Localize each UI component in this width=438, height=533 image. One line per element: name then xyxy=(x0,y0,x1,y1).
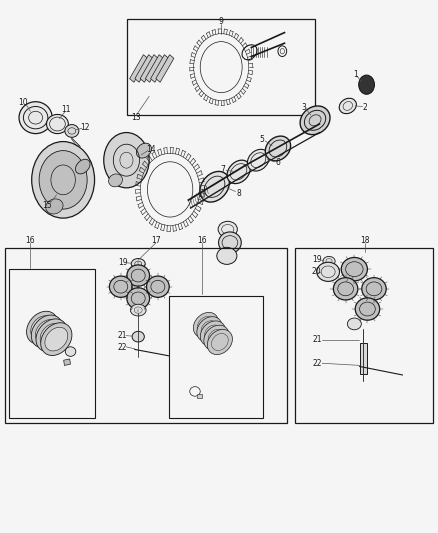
Bar xyxy=(197,394,201,398)
Ellipse shape xyxy=(31,315,63,348)
Text: 21: 21 xyxy=(117,331,127,340)
Ellipse shape xyxy=(31,316,53,340)
Ellipse shape xyxy=(147,276,169,297)
Ellipse shape xyxy=(362,278,386,300)
Ellipse shape xyxy=(347,318,361,330)
Text: 15: 15 xyxy=(42,201,51,210)
Ellipse shape xyxy=(219,232,241,253)
Text: 6: 6 xyxy=(276,158,280,167)
Text: 7: 7 xyxy=(220,165,225,174)
Bar xyxy=(360,343,367,374)
Text: 21: 21 xyxy=(312,335,322,344)
Text: 5: 5 xyxy=(259,135,264,144)
Circle shape xyxy=(32,142,95,218)
Ellipse shape xyxy=(46,115,68,134)
Ellipse shape xyxy=(341,257,367,281)
Ellipse shape xyxy=(200,172,230,202)
Ellipse shape xyxy=(45,327,68,351)
Text: 3: 3 xyxy=(302,102,307,111)
Ellipse shape xyxy=(65,125,79,138)
Text: 9: 9 xyxy=(219,18,224,27)
Ellipse shape xyxy=(355,298,380,320)
Bar xyxy=(151,55,169,82)
Text: 11: 11 xyxy=(61,105,71,114)
Ellipse shape xyxy=(127,265,150,286)
Bar xyxy=(156,55,174,82)
Ellipse shape xyxy=(339,98,357,114)
Ellipse shape xyxy=(136,143,152,158)
Ellipse shape xyxy=(65,347,76,357)
Text: 2: 2 xyxy=(363,102,367,111)
Circle shape xyxy=(104,133,149,188)
Circle shape xyxy=(359,75,374,94)
Text: 22: 22 xyxy=(117,343,127,352)
Ellipse shape xyxy=(19,102,52,134)
Bar xyxy=(5,248,287,423)
Ellipse shape xyxy=(109,174,123,187)
Text: 19: 19 xyxy=(312,255,322,264)
Ellipse shape xyxy=(200,321,226,346)
Ellipse shape xyxy=(207,329,233,354)
Ellipse shape xyxy=(41,323,72,356)
Ellipse shape xyxy=(27,311,58,344)
Text: 16: 16 xyxy=(25,237,35,246)
Ellipse shape xyxy=(193,312,219,337)
Text: 19: 19 xyxy=(118,258,128,266)
Bar xyxy=(169,296,263,418)
Ellipse shape xyxy=(197,317,222,342)
Ellipse shape xyxy=(75,159,90,174)
Ellipse shape xyxy=(131,259,145,269)
Text: 20: 20 xyxy=(311,268,321,276)
Text: 16: 16 xyxy=(198,237,207,246)
Bar xyxy=(127,19,315,115)
Text: 8: 8 xyxy=(236,189,241,198)
Text: 14: 14 xyxy=(147,145,156,154)
Bar xyxy=(130,55,148,82)
Ellipse shape xyxy=(204,325,229,350)
Ellipse shape xyxy=(323,256,335,266)
Ellipse shape xyxy=(333,278,358,300)
Ellipse shape xyxy=(36,319,67,352)
Ellipse shape xyxy=(227,160,250,183)
Text: 13: 13 xyxy=(131,113,141,122)
Ellipse shape xyxy=(218,221,237,237)
Bar xyxy=(135,55,153,82)
Bar xyxy=(295,248,433,423)
Ellipse shape xyxy=(40,324,63,347)
Ellipse shape xyxy=(46,199,63,214)
Bar xyxy=(140,55,158,82)
Ellipse shape xyxy=(265,136,290,161)
Text: 22: 22 xyxy=(312,359,322,368)
Ellipse shape xyxy=(317,262,339,281)
Bar xyxy=(64,359,71,366)
Ellipse shape xyxy=(132,332,145,342)
Circle shape xyxy=(39,151,87,209)
Text: 1: 1 xyxy=(353,70,357,78)
Ellipse shape xyxy=(127,288,150,309)
Text: 17: 17 xyxy=(151,237,160,246)
Ellipse shape xyxy=(131,304,146,316)
Ellipse shape xyxy=(35,320,58,343)
Ellipse shape xyxy=(110,276,132,297)
Bar xyxy=(10,269,95,418)
Ellipse shape xyxy=(217,247,237,264)
Text: 12: 12 xyxy=(80,123,89,132)
Bar xyxy=(145,55,163,82)
Text: 18: 18 xyxy=(360,237,370,246)
Ellipse shape xyxy=(300,106,330,135)
Ellipse shape xyxy=(247,149,269,171)
Text: 10: 10 xyxy=(18,98,28,107)
